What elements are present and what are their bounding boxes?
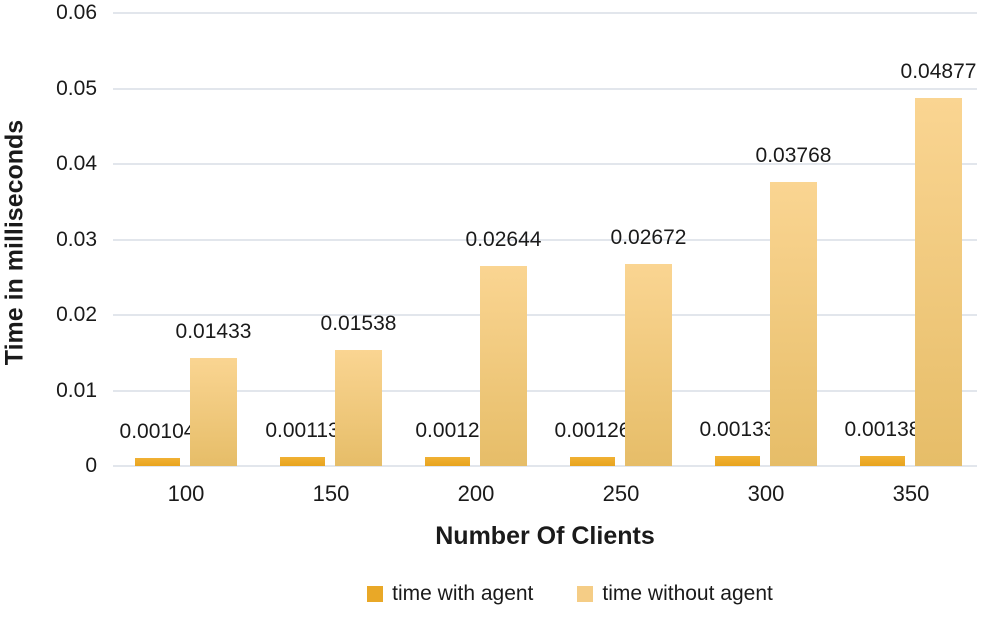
bar-slot: 0.00138 xyxy=(845,13,920,466)
legend-item-time-with-agent: time with agent xyxy=(367,582,533,606)
legend-label-time-with-agent: time with agent xyxy=(392,582,534,605)
bar-time-with-agent xyxy=(135,458,180,466)
legend-item-time-without-agent: time without agent xyxy=(577,582,773,606)
bar-value-label: 0.00126 xyxy=(554,418,631,442)
bar-slot: 0.0012 xyxy=(415,13,480,466)
bar-group-300: 0.00133 0.03768 xyxy=(700,13,831,466)
x-tick-label: 150 xyxy=(312,481,350,506)
y-tick-label: 0.05 xyxy=(56,76,97,100)
bar-value-label: 0.00113 xyxy=(265,419,340,443)
gridline xyxy=(113,87,977,90)
gridline xyxy=(113,12,977,14)
chart-legend: time with agent time without agent xyxy=(0,582,990,606)
bar-time-without-agent xyxy=(190,357,237,466)
bar-time-without-agent xyxy=(480,266,527,466)
bar-group-350: 0.00138 0.04877 xyxy=(845,13,976,466)
y-tick-label: 0.03 xyxy=(56,227,97,251)
bar-time-with-agent xyxy=(860,455,905,466)
bar-slot: 0.00104 xyxy=(120,13,195,466)
bar-value-label: 0.01433 xyxy=(175,319,252,343)
x-tick-label: 100 xyxy=(167,481,205,506)
bar-time-with-agent xyxy=(715,455,760,466)
x-tick-label: 300 xyxy=(747,481,785,506)
y-tick-label: 0.01 xyxy=(56,378,97,402)
gridline xyxy=(113,314,977,316)
bar-value-label: 0.03768 xyxy=(755,143,832,167)
x-tick-label: 250 xyxy=(602,481,640,506)
bar-slot: 0.04877 xyxy=(901,13,976,466)
bar-group-150: 0.00113 0.01538 xyxy=(265,13,396,466)
bar-value-label: 0.00104 xyxy=(119,420,196,444)
x-tick-label: 200 xyxy=(457,481,495,506)
bar-time-without-agent xyxy=(335,349,382,466)
x-axis-title: Number Of Clients xyxy=(435,522,655,550)
bar-slot: 0.02672 xyxy=(611,13,686,466)
legend-swatch-time-with-agent xyxy=(367,586,384,602)
legend-label-time-without-agent: time without agent xyxy=(602,582,773,605)
y-tick-label: 0.04 xyxy=(56,152,97,175)
bar-time-without-agent xyxy=(915,97,962,466)
bar-value-label: 0.04877 xyxy=(900,59,977,83)
bar-slot: 0.01538 xyxy=(321,13,396,466)
y-tick-label: 0.02 xyxy=(56,303,97,326)
bar-group-100: 0.00104 0.01433 xyxy=(120,13,251,466)
bar-slot: 0.02644 xyxy=(466,13,541,466)
bar-time-with-agent xyxy=(425,456,470,466)
bar-slot: 0.03768 xyxy=(756,13,831,466)
bar-value-label: 0.02672 xyxy=(610,226,687,250)
gridline xyxy=(113,465,977,467)
bar-time-with-agent xyxy=(570,456,615,466)
bar-value-label: 0.00138 xyxy=(844,417,921,441)
bar-group-250: 0.00126 0.02672 xyxy=(555,13,686,466)
bar-slot: 0.00113 xyxy=(265,13,340,466)
bar-time-without-agent xyxy=(770,181,817,466)
gridline xyxy=(113,389,977,392)
bar-value-label: 0.00133 xyxy=(699,417,776,441)
gridline xyxy=(113,238,977,241)
bar-time-without-agent xyxy=(625,264,672,466)
bar-slot: 0.00126 xyxy=(555,13,630,466)
y-tick-label: 0.06 xyxy=(56,1,97,24)
bar-slot: 0.00133 xyxy=(700,13,775,466)
x-tick-label: 350 xyxy=(892,481,930,506)
gridline xyxy=(113,163,977,165)
plot-area: 0.00104 0.01433 0.00113 0.01538 0.0012 0.0264… xyxy=(113,12,977,467)
y-tick-label: 0 xyxy=(85,454,97,477)
bar-slot: 0.01433 xyxy=(176,13,251,466)
bar-time-with-agent xyxy=(280,457,325,466)
bar-value-label: 0.0012 xyxy=(415,418,480,442)
bar-value-label: 0.01538 xyxy=(320,311,397,335)
bar-value-label: 0.02644 xyxy=(465,228,542,252)
bar-group-200: 0.0012 0.02644 xyxy=(415,13,541,466)
legend-swatch-time-without-agent xyxy=(577,586,594,602)
